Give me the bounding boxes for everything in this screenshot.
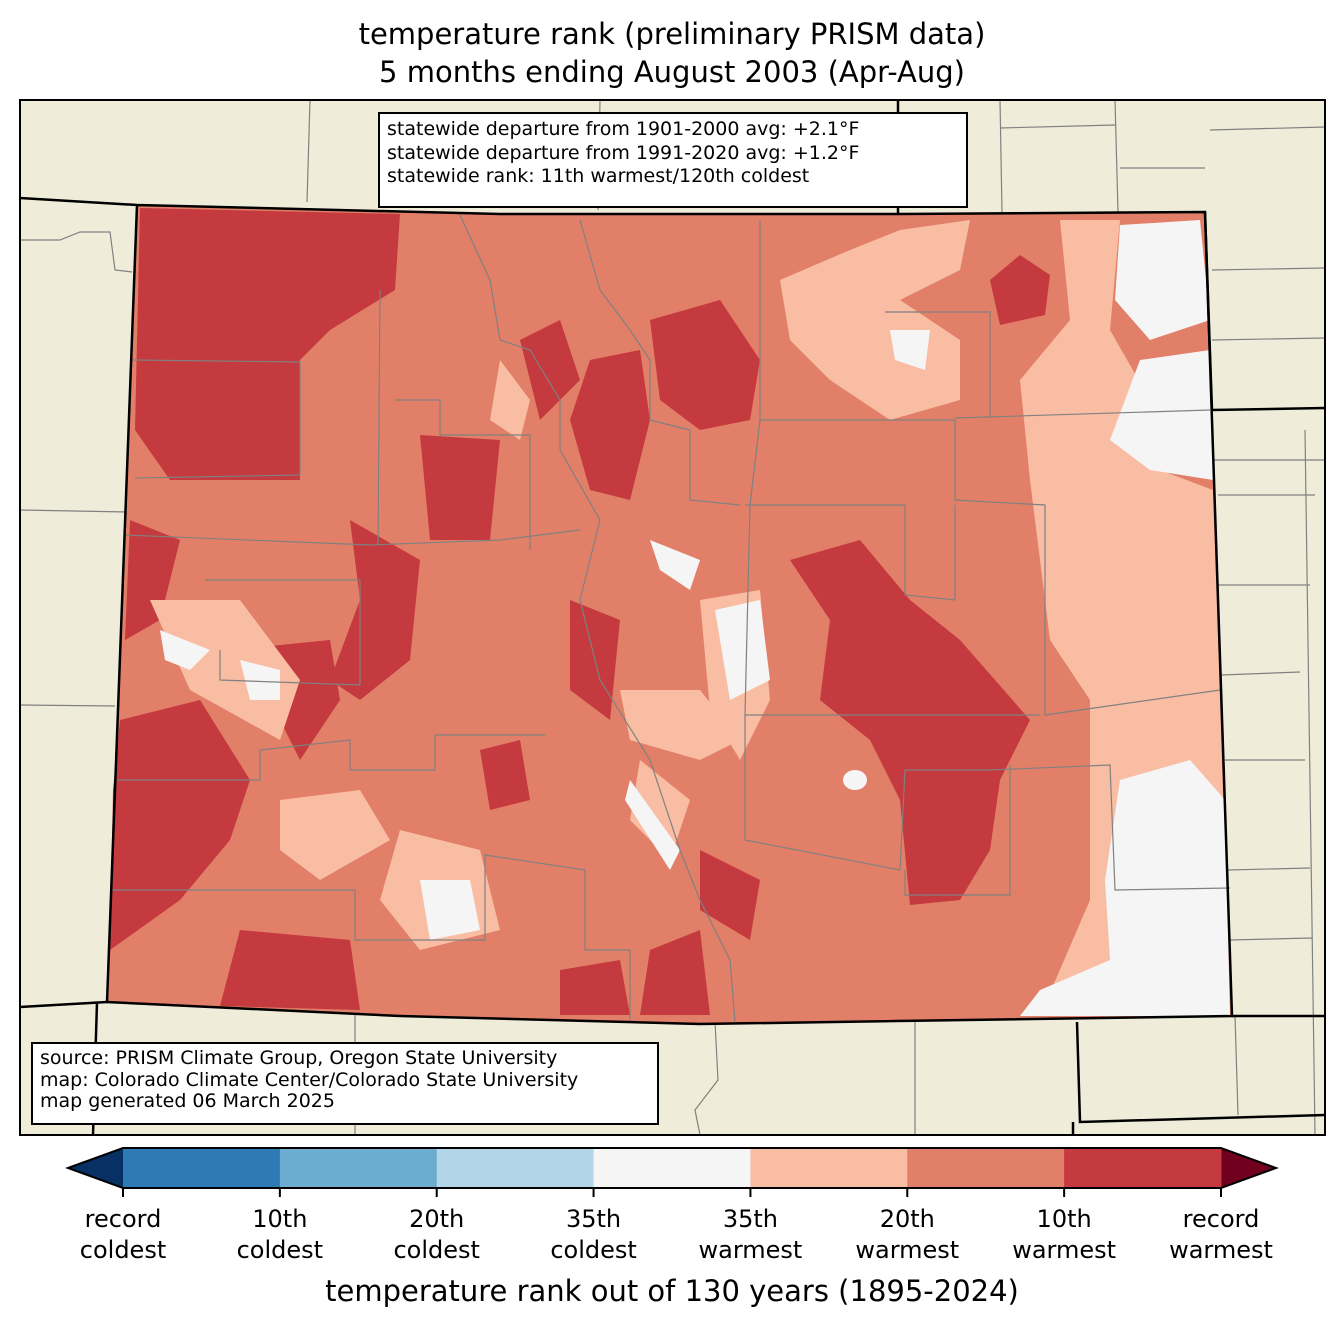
colorbar-tick-label: 10th warmest <box>984 1204 1144 1266</box>
stats-line-rank: statewide rank: 11th warmest/120th colde… <box>387 165 810 187</box>
stats-line-1901-2000: statewide departure from 1901-2000 avg: … <box>387 118 860 140</box>
colorbar-over-extension <box>1221 1148 1276 1188</box>
tick-label-line1: 10th <box>252 1205 308 1233</box>
map-title-line1: temperature rank (preliminary PRISM data… <box>358 17 986 51</box>
colorbar-tick-label: 35th warmest <box>670 1204 830 1266</box>
colorbar <box>65 1147 1279 1197</box>
colorbar-segment <box>123 1148 281 1188</box>
tick-label-line1: 20th <box>409 1205 465 1233</box>
source-line: source: PRISM Climate Group, Oregon Stat… <box>40 1047 558 1069</box>
map-credit-line: map: Colorado Climate Center/Colorado St… <box>40 1068 579 1091</box>
tick-label-line2: warmest <box>855 1236 960 1264</box>
source-box: source: PRISM Climate Group, Oregon Stat… <box>31 1042 659 1125</box>
tick-label-line1: 10th <box>1036 1205 1092 1233</box>
tick-label-line2: warmest <box>1012 1236 1117 1264</box>
colorbar-tick-label: 10th coldest <box>200 1204 360 1266</box>
tick-label-line2: warmest <box>698 1236 803 1264</box>
tick-label-line1: 35th <box>565 1205 622 1233</box>
rank-regions <box>110 208 1230 1016</box>
tick-label-line2: coldest <box>79 1236 167 1264</box>
tick-label-line1: record <box>1182 1205 1260 1233</box>
colorbar-segment <box>907 1148 1065 1188</box>
tick-label-line2: warmest <box>1169 1236 1273 1264</box>
colorbar-segment <box>593 1148 751 1188</box>
map-frame <box>19 99 1326 1136</box>
colorbar-tick-label: 20th warmest <box>827 1204 987 1266</box>
map-title-line2: 5 months ending August 2003 (Apr-Aug) <box>379 55 965 89</box>
statewide-stats-box: statewide departure from 1901-2000 avg: … <box>378 112 968 208</box>
tick-label-line1: 20th <box>879 1205 935 1233</box>
colorbar-title: temperature rank out of 130 years (1895-… <box>325 1274 1019 1308</box>
colorbar-tick-label: record warmest <box>1141 1204 1301 1266</box>
colorbar-segment <box>279 1148 438 1188</box>
colorbar-tick-label: 20th coldest <box>357 1204 517 1266</box>
tick-label-line2: coldest <box>236 1236 324 1264</box>
colorbar-tick-label: record coldest <box>43 1204 203 1266</box>
stats-line-1991-2020: statewide departure from 1991-2020 avg: … <box>387 141 860 164</box>
colorbar-segment <box>1064 1148 1222 1188</box>
tick-label-line2: coldest <box>393 1236 480 1264</box>
colorbar-segment <box>436 1148 595 1188</box>
tick-label-line2: coldest <box>550 1236 637 1264</box>
colorbar-segment <box>750 1148 908 1188</box>
tick-label-line1: 35th <box>722 1205 778 1233</box>
generated-date-line: map generated 06 March 2025 <box>40 1090 335 1112</box>
tick-label-line1: record <box>84 1205 162 1233</box>
colorbar-under-extension <box>68 1148 123 1188</box>
county-lines <box>110 214 1231 1023</box>
colorbar-tick-label: 35th coldest <box>514 1204 674 1266</box>
